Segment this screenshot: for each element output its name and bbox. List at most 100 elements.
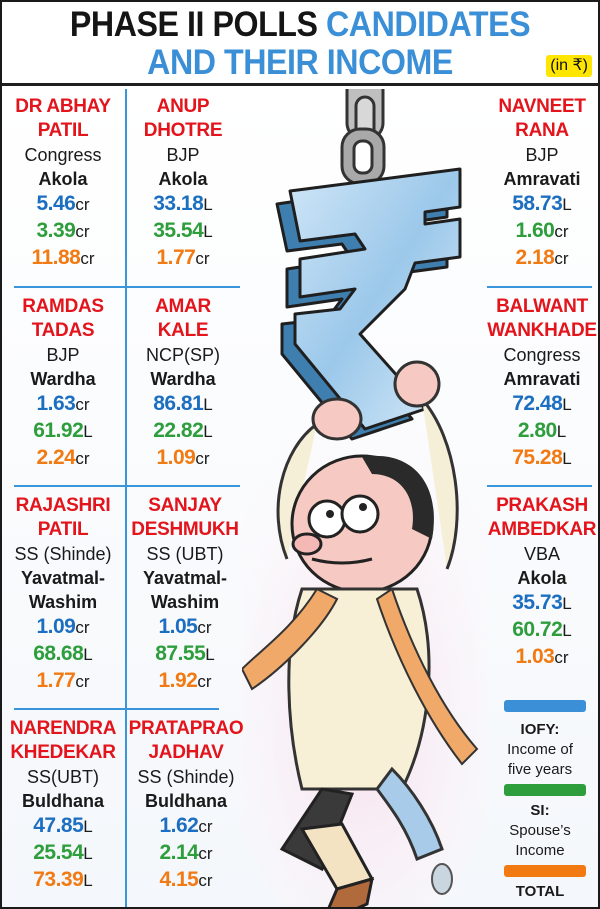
candidate-name: NAVNEET <box>498 96 586 117</box>
candidate-name: TADAS <box>31 320 95 341</box>
constituency: Yavatmal- <box>142 568 228 588</box>
iofy-value: 58.73L <box>512 192 572 215</box>
candidate-card: PRATAPRAO JADHAV SS (Shinde) Buldhana 1.… <box>127 711 245 894</box>
candidate-name: SANJAY <box>148 495 222 516</box>
iofy-value: 1.05cr <box>158 615 212 638</box>
candidate-card: AMAR KALE NCP(SP) Wardha 86.81L 22.82L 1… <box>127 289 239 472</box>
candidate-name: DESHMUKH <box>131 519 239 540</box>
legend-iofy-desc: Income of <box>507 741 573 758</box>
party: VBA <box>523 544 561 564</box>
candidate-name: KALE <box>157 320 209 341</box>
constituency: Buldhana <box>144 791 227 811</box>
total-value: 1.09cr <box>156 446 210 469</box>
iofy-value: 47.85L <box>33 814 93 837</box>
si-value: 1.60cr <box>515 219 569 242</box>
candidate-name: DR ABHAY <box>15 96 111 117</box>
candidate-name: RANA <box>515 120 569 141</box>
legend-swatch-si <box>504 784 586 796</box>
legend-si-label: SI: <box>530 802 550 819</box>
total-value: 75.28L <box>512 446 572 469</box>
rupee-cartoon-illustration <box>242 89 487 907</box>
legend-swatch-total <box>504 865 586 877</box>
candidate-name: DHOTRE <box>143 120 223 141</box>
party: SS (Shinde) <box>14 544 112 564</box>
title-part-2: CANDIDATES <box>326 5 531 44</box>
total-value: 73.39L <box>33 868 93 891</box>
constituency: Wardha <box>30 369 96 389</box>
si-value: 87.55L <box>155 642 215 665</box>
si-value: 61.92L <box>33 419 93 442</box>
iofy-value: 1.09cr <box>36 615 90 638</box>
iofy-value: 33.18L <box>153 192 213 215</box>
party: NCP(SP) <box>145 345 220 365</box>
iofy-value: 5.46cr <box>36 192 90 215</box>
candidate-name: RAMDAS <box>22 296 104 317</box>
total-value: 1.77cr <box>36 669 90 692</box>
legend-si-desc: Income <box>515 842 565 859</box>
si-value: 68.68L <box>33 642 93 665</box>
column-divider <box>125 89 127 907</box>
legend-total-label: TOTAL <box>515 883 565 900</box>
candidate-name: NARENDRA <box>9 718 117 739</box>
chain-icon <box>340 89 386 186</box>
candidate-card: RAJASHRI PATIL SS (Shinde) Yavatmal- Was… <box>2 488 124 695</box>
header: PHASE II POLLS CANDIDATES AND THEIR INCO… <box>2 2 598 86</box>
constituency: Akola <box>158 169 208 189</box>
total-value: 2.18cr <box>515 246 569 269</box>
party: Congress <box>503 345 581 365</box>
iofy-value: 35.73L <box>512 591 572 614</box>
party: Congress <box>24 145 102 165</box>
row-divider <box>14 708 219 710</box>
total-value: 1.92cr <box>158 669 212 692</box>
title-part-1: PHASE II POLLS <box>69 5 318 44</box>
si-value: 3.39cr <box>36 219 90 242</box>
candidate-name: KHEDEKAR <box>10 742 116 763</box>
si-value: 2.80L <box>517 419 567 442</box>
party: SS (Shinde) <box>137 767 235 787</box>
total-value: 1.77cr <box>156 246 210 269</box>
constituency: Akola <box>517 568 567 588</box>
total-value: 1.03cr <box>515 645 569 668</box>
candidate-name: PATIL <box>37 120 89 141</box>
unit-badge: (in ₹) <box>546 55 592 77</box>
si-value: 2.14cr <box>159 841 213 864</box>
si-value: 22.82L <box>153 419 213 442</box>
si-value: 25.54L <box>33 841 93 864</box>
row-divider <box>487 286 592 288</box>
constituency: Wardha <box>150 369 216 389</box>
candidate-card: DR ABHAY PATIL Congress Akola 5.46cr 3.3… <box>2 89 124 272</box>
candidate-name: AMBEDKAR <box>487 519 597 540</box>
candidate-name: BALWANT <box>496 296 588 317</box>
candidate-grid: DR ABHAY PATIL Congress Akola 5.46cr 3.3… <box>2 89 598 907</box>
row-divider <box>487 485 592 487</box>
rupee-symbol-icon <box>275 167 462 441</box>
iofy-value: 86.81L <box>153 392 213 415</box>
party: BJP <box>166 145 200 165</box>
total-value: 11.88cr <box>31 246 95 269</box>
candidate-name: WANKHADE <box>487 320 597 341</box>
legend-iofy-desc: five years <box>507 761 573 778</box>
row-divider <box>14 485 240 487</box>
title-line-2: AND THEIR INCOME <box>147 43 453 82</box>
candidate-card: NAVNEET RANA BJP Amravati 58.73L 1.60cr … <box>488 89 596 272</box>
face-icon <box>290 454 434 594</box>
total-value: 4.15cr <box>159 868 213 891</box>
candidate-card: ANUP DHOTRE BJP Akola 33.18L 35.54L 1.77… <box>127 89 239 272</box>
party: SS (UBT) <box>146 544 224 564</box>
total-value: 2.24cr <box>36 446 90 469</box>
candidate-card: SANJAY DESHMUKH SS (UBT) Yavatmal- Washi… <box>127 488 243 695</box>
candidate-name: JADHAV <box>148 742 224 763</box>
si-value: 60.72L <box>512 618 572 641</box>
legend-si-desc: Spouse’s <box>509 822 571 839</box>
iofy-value: 1.63cr <box>36 392 90 415</box>
constituency: Akola <box>38 169 88 189</box>
iofy-value: 1.62cr <box>159 814 213 837</box>
candidate-name: ANUP <box>156 96 210 117</box>
constituency: Yavatmal- <box>20 568 106 588</box>
party: SS(UBT) <box>27 767 99 787</box>
candidate-name: PATIL <box>37 519 89 540</box>
candidate-name: PRATAPRAO <box>128 718 244 739</box>
candidate-card: BALWANT WANKHADE Congress Amravati 72.48… <box>487 289 597 472</box>
constituency: Amravati <box>503 169 581 189</box>
